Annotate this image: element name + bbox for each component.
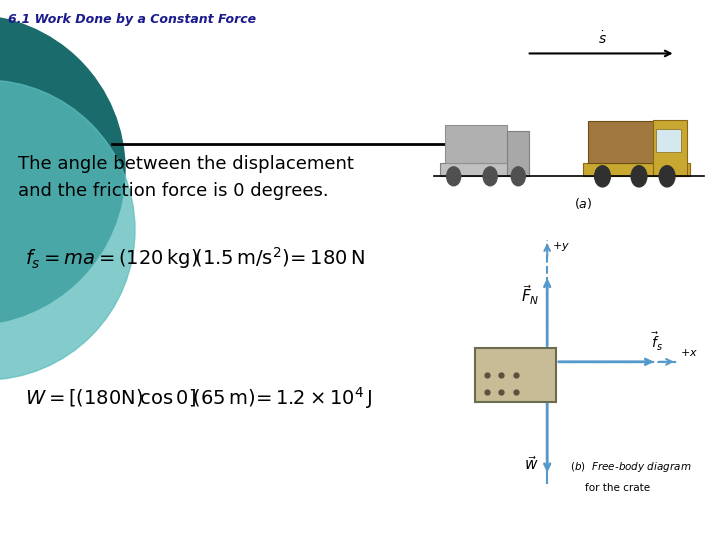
- Circle shape: [0, 15, 125, 325]
- Bar: [475, 348, 556, 402]
- Text: for the crate: for the crate: [585, 483, 649, 494]
- Bar: [507, 131, 529, 176]
- Text: $f_s = ma = \left(120\,\mathrm{kg}\right)\!\left(1.5\,\mathrm{m/s}^2\right)\!=18: $f_s = ma = \left(120\,\mathrm{kg}\right…: [25, 245, 365, 271]
- Text: $\vec{F}_N$: $\vec{F}_N$: [521, 284, 540, 307]
- Bar: [583, 163, 690, 176]
- Bar: [440, 163, 529, 176]
- Circle shape: [595, 166, 611, 187]
- Text: The angle between the displacement: The angle between the displacement: [18, 155, 354, 173]
- Circle shape: [446, 167, 461, 186]
- Text: $(b)$  Free-body diagram: $(b)$ Free-body diagram: [570, 460, 692, 474]
- Text: $W = \left[\left(180\mathrm{N}\right)\!\cos 0\right]\!\left(65\,\mathrm{m}\right: $W = \left[\left(180\mathrm{N}\right)\!\…: [25, 385, 372, 411]
- Text: $+x$: $+x$: [680, 347, 698, 359]
- Text: $\vec{w}$: $\vec{w}$: [524, 455, 539, 473]
- Circle shape: [631, 166, 647, 187]
- Circle shape: [483, 167, 498, 186]
- Bar: [653, 120, 687, 176]
- Circle shape: [0, 80, 135, 380]
- Text: $\dot{s}$: $\dot{s}$: [598, 30, 607, 47]
- Bar: [588, 122, 656, 163]
- Bar: [445, 125, 507, 163]
- Bar: [656, 129, 681, 152]
- Text: $+y$: $+y$: [552, 240, 570, 253]
- Circle shape: [660, 166, 675, 187]
- Text: 6.1 Work Done by a Constant Force: 6.1 Work Done by a Constant Force: [8, 13, 256, 26]
- Text: $(a)$: $(a)$: [574, 197, 592, 212]
- Text: and the friction force is 0 degrees.: and the friction force is 0 degrees.: [18, 182, 328, 200]
- Text: $\vec{f}_s$: $\vec{f}_s$: [651, 330, 663, 353]
- Circle shape: [511, 167, 526, 186]
